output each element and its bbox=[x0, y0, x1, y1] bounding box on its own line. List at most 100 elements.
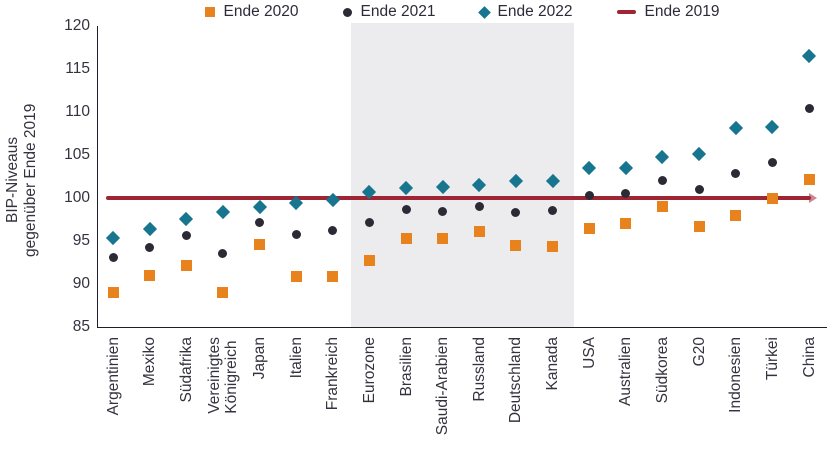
data-point-circle bbox=[584, 190, 594, 200]
data-point-square bbox=[437, 232, 449, 244]
data-point-diamond bbox=[801, 49, 817, 64]
data-point-diamond bbox=[765, 119, 780, 134]
x-category-label: USA bbox=[580, 337, 598, 369]
data-point-diamond bbox=[105, 230, 121, 245]
data-point-square bbox=[327, 270, 339, 282]
data-point-square bbox=[254, 238, 266, 250]
baseline-ende-2019 bbox=[106, 196, 811, 200]
data-point-square bbox=[400, 232, 412, 244]
data-point-circle bbox=[145, 243, 155, 253]
y-tick-label: 110 bbox=[65, 103, 90, 120]
x-category-label: Italien bbox=[287, 337, 305, 379]
y-tick-label: 85 bbox=[72, 318, 90, 335]
data-point-circle bbox=[767, 158, 777, 168]
data-point-circle bbox=[438, 207, 448, 217]
data-point-square bbox=[766, 192, 778, 204]
x-category-label: Türkei bbox=[763, 337, 781, 381]
y-tick-label: 105 bbox=[64, 146, 90, 163]
data-point-diamond bbox=[142, 221, 157, 237]
x-category-label: Argentinien bbox=[104, 337, 122, 416]
legend-item-ende-2022: Ende 2022 bbox=[477, 3, 573, 21]
line-icon bbox=[616, 10, 636, 14]
legend-label: Ende 2021 bbox=[360, 3, 436, 20]
legend-item-ende-2020: Ende 2020 bbox=[204, 3, 299, 21]
data-point-circle bbox=[291, 229, 301, 239]
y-tick-label: 115 bbox=[65, 60, 90, 77]
x-category-label: Mexiko bbox=[141, 337, 159, 387]
data-point-square bbox=[656, 201, 668, 213]
data-point-circle bbox=[181, 231, 191, 241]
y-tick-label: 90 bbox=[72, 275, 90, 292]
highlight-band bbox=[351, 23, 574, 327]
legend-label: Ende 2019 bbox=[644, 3, 720, 20]
x-category-label: China bbox=[800, 337, 818, 378]
data-point-square bbox=[473, 226, 485, 238]
x-category-label: Südkorea bbox=[653, 337, 671, 404]
data-point-square bbox=[510, 239, 522, 251]
x-category-label: G20 bbox=[690, 337, 708, 367]
x-category-label: Brasilien bbox=[397, 337, 415, 397]
data-point-square bbox=[363, 255, 375, 267]
x-category-label: Indonesien bbox=[727, 337, 745, 413]
data-point-circle bbox=[364, 218, 374, 228]
x-category-label: Deutschland bbox=[507, 337, 525, 424]
legend-label: Ende 2022 bbox=[497, 3, 573, 20]
x-category-label: Saudi-Arabien bbox=[434, 337, 452, 436]
data-point-square bbox=[180, 260, 192, 272]
data-point-circle bbox=[511, 208, 521, 218]
data-point-diamond bbox=[692, 147, 707, 162]
data-point-square bbox=[730, 209, 742, 221]
data-point-diamond bbox=[728, 121, 743, 136]
data-point-circle bbox=[731, 169, 741, 179]
data-point-square bbox=[803, 174, 815, 186]
circle-icon bbox=[342, 7, 352, 17]
data-point-circle bbox=[548, 206, 558, 216]
data-point-diamond bbox=[582, 160, 597, 175]
data-point-circle bbox=[474, 202, 484, 212]
data-point-square bbox=[583, 222, 595, 234]
data-point-circle bbox=[108, 252, 118, 262]
data-point-circle bbox=[804, 104, 814, 114]
data-point-diamond bbox=[179, 211, 194, 226]
data-point-diamond bbox=[325, 192, 340, 207]
y-tick-label: 95 bbox=[72, 232, 90, 249]
data-point-diamond bbox=[215, 204, 230, 219]
x-axis-line bbox=[96, 326, 827, 329]
x-category-label: Südafrika bbox=[177, 337, 195, 403]
data-point-square bbox=[107, 287, 119, 299]
data-point-square bbox=[290, 270, 302, 282]
x-category-label: Eurozone bbox=[360, 337, 378, 404]
y-tick-label: 100 bbox=[64, 189, 90, 206]
baseline-arrow-icon bbox=[809, 193, 817, 203]
legend-label: Ende 2020 bbox=[223, 3, 299, 20]
data-point-square bbox=[217, 287, 229, 299]
x-category-label: Frankreich bbox=[324, 337, 342, 411]
data-point-square bbox=[144, 269, 156, 281]
x-category-label: Japan bbox=[251, 337, 269, 380]
data-point-diamond bbox=[655, 149, 670, 164]
data-point-circle bbox=[255, 217, 265, 227]
data-point-square bbox=[620, 218, 632, 230]
y-axis-line bbox=[96, 26, 99, 328]
data-point-circle bbox=[694, 184, 704, 194]
y-tick-label: 120 bbox=[64, 17, 90, 34]
data-point-circle bbox=[218, 249, 228, 259]
square-icon bbox=[204, 7, 215, 17]
data-point-circle bbox=[621, 189, 631, 199]
data-point-circle bbox=[328, 226, 338, 236]
legend-item-ende-2021: Ende 2021 bbox=[342, 3, 436, 21]
legend-item-ende-2019: Ende 2019 bbox=[616, 3, 720, 21]
x-category-label: Vereinigtes Königreich bbox=[205, 337, 240, 414]
chart-legend: Ende 2020 Ende 2021 Ende 2022 Ende 2019 bbox=[98, 1, 826, 23]
x-category-label: Russland bbox=[470, 337, 488, 402]
diamond-icon bbox=[477, 5, 491, 19]
x-category-label: Australien bbox=[617, 337, 635, 406]
y-axis-title: BIP-Niveaus gegenüber Ende 2019 bbox=[4, 103, 39, 257]
data-point-circle bbox=[657, 176, 667, 186]
x-category-label: Kanada bbox=[544, 337, 562, 391]
data-point-square bbox=[547, 240, 559, 252]
data-point-square bbox=[693, 220, 705, 232]
data-point-diamond bbox=[618, 160, 633, 175]
data-point-diamond bbox=[252, 199, 267, 214]
